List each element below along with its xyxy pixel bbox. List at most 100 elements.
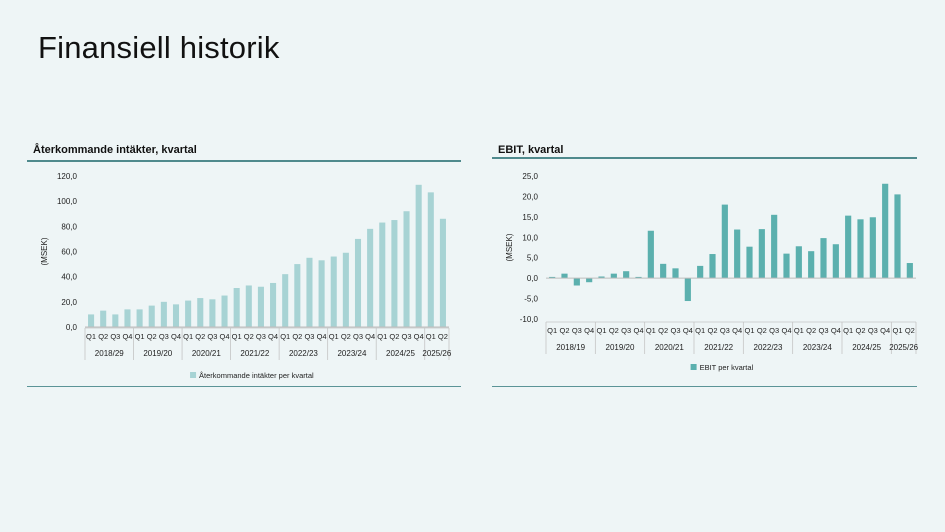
x-tick-label: Q2 (195, 332, 205, 341)
bar (233, 287, 240, 327)
x-tick-label: Q3 (159, 332, 169, 341)
revenue-title-rule (27, 160, 461, 162)
bar (573, 278, 580, 286)
bar (832, 244, 839, 279)
x-tick-label: Q1 (646, 326, 656, 335)
bar (635, 276, 642, 279)
x-tick-label: Q2 (855, 326, 865, 335)
bar (894, 194, 901, 279)
bar (906, 263, 913, 279)
bar (415, 184, 422, 327)
x-tick-label: Q2 (389, 332, 399, 341)
x-tick-label: Q1 (744, 326, 754, 335)
bar (610, 273, 617, 279)
revenue-chart-title: Återkommande intäkter, kvartal (33, 144, 197, 156)
x-tick-label: Q3 (402, 332, 412, 341)
group-label: 2022/23 (289, 349, 318, 358)
bar (209, 299, 216, 327)
bar (598, 276, 605, 279)
bar (882, 183, 889, 279)
group-label: 2020/21 (192, 349, 221, 358)
bar (647, 230, 654, 279)
x-tick-label: Q4 (584, 326, 594, 335)
x-tick-label: Q1 (892, 326, 902, 335)
x-tick-label: Q1 (232, 332, 242, 341)
legend-swatch (690, 364, 697, 370)
bar (367, 228, 374, 327)
x-tick-label: Q1 (426, 332, 436, 341)
bar (318, 260, 325, 327)
group-label: 2019/20 (606, 343, 635, 352)
x-tick-label: Q1 (280, 332, 290, 341)
bar (403, 211, 410, 327)
ebit-title-rule (492, 157, 917, 159)
bar (783, 253, 790, 279)
y-tick-label: 40,0 (61, 273, 77, 282)
x-tick-label: Q3 (207, 332, 217, 341)
bar (623, 271, 630, 279)
bar (282, 274, 289, 327)
y-tick-label: 0,0 (527, 274, 539, 283)
page-title: Finansiell historik (38, 30, 280, 65)
x-tick-label: Q4 (365, 332, 375, 341)
x-tick-label: Q2 (658, 326, 668, 335)
x-tick-label: Q4 (414, 332, 424, 341)
x-tick-label: Q4 (171, 332, 181, 341)
x-tick-label: Q3 (720, 326, 730, 335)
bar (857, 219, 864, 279)
x-tick-label: Q2 (905, 326, 915, 335)
x-tick-label: Q3 (110, 332, 120, 341)
x-tick-label: Q2 (559, 326, 569, 335)
x-tick-label: Q4 (732, 326, 742, 335)
bar (160, 301, 167, 327)
y-tick-label: 5,0 (527, 254, 539, 263)
bar (795, 246, 802, 279)
group-label: 2023/24 (803, 343, 832, 352)
group-label: 2021/22 (704, 343, 733, 352)
x-tick-label: Q1 (86, 332, 96, 341)
x-tick-label: Q2 (438, 332, 448, 341)
x-tick-label: Q3 (353, 332, 363, 341)
bar (148, 305, 155, 327)
x-tick-label: Q4 (633, 326, 643, 335)
y-axis-label: (MSEK) (505, 233, 514, 261)
group-label: 2019/20 (143, 349, 172, 358)
bar (257, 286, 264, 327)
group-label: 2022/23 (754, 343, 783, 352)
bar (294, 264, 301, 327)
group-label: 2025/26 (889, 343, 918, 352)
ebit-bottom-rule (492, 386, 917, 387)
x-tick-label: Q3 (818, 326, 828, 335)
x-tick-label: Q2 (707, 326, 717, 335)
x-tick-label: Q1 (547, 326, 557, 335)
x-tick-label: Q1 (183, 332, 193, 341)
bar (561, 273, 568, 279)
y-tick-label: 120,0 (57, 172, 78, 181)
bar (88, 314, 95, 327)
bar (221, 295, 228, 327)
x-tick-label: Q2 (341, 332, 351, 341)
bar (306, 257, 313, 327)
bar (439, 218, 446, 327)
bar (185, 300, 192, 327)
bar (660, 263, 667, 279)
bar (197, 298, 204, 327)
x-tick-label: Q1 (135, 332, 145, 341)
bar (869, 217, 876, 279)
bar (684, 278, 691, 302)
group-label: 2020/21 (655, 343, 684, 352)
group-label: 2018/19 (556, 343, 585, 352)
x-tick-label: Q3 (256, 332, 266, 341)
x-tick-label: Q4 (268, 332, 278, 341)
group-label: 2018/29 (95, 349, 124, 358)
y-tick-label: 100,0 (57, 197, 78, 206)
bar (549, 276, 556, 279)
x-tick-label: Q4 (220, 332, 230, 341)
y-tick-label: 10,0 (522, 233, 538, 242)
x-tick-label: Q3 (769, 326, 779, 335)
bar (820, 238, 827, 279)
x-tick-label: Q4 (317, 332, 327, 341)
x-tick-label: Q3 (572, 326, 582, 335)
bar (245, 285, 252, 327)
